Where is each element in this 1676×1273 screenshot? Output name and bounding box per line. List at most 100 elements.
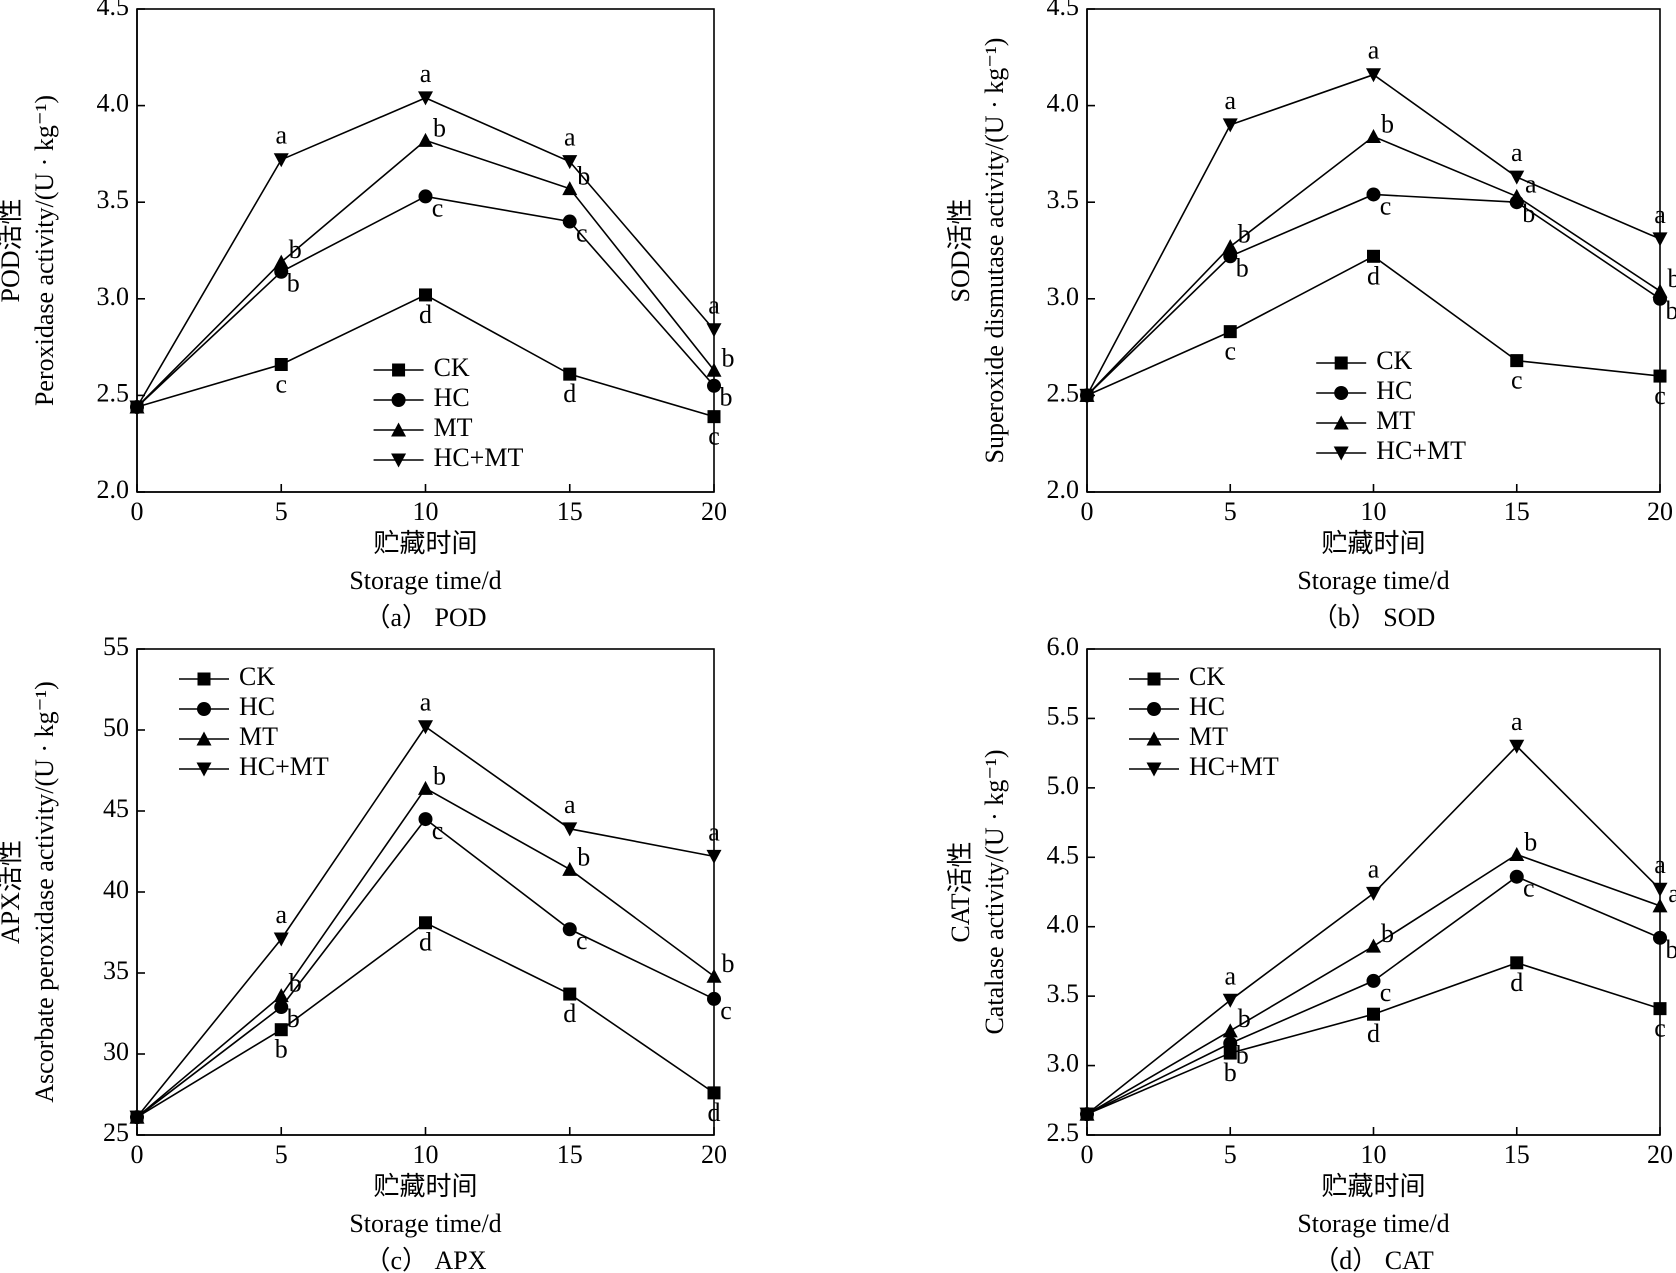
significance-letter: a bbox=[1368, 36, 1380, 65]
data-point bbox=[1366, 68, 1381, 83]
caption: （d） CAT bbox=[1313, 1246, 1434, 1273]
y-axis-label: APX活性 bbox=[0, 840, 25, 944]
data-point bbox=[1653, 930, 1667, 945]
data-point bbox=[1509, 188, 1525, 203]
data-point bbox=[1079, 388, 1095, 403]
data-point bbox=[562, 922, 577, 937]
significance-letter: c bbox=[1380, 978, 1392, 1007]
x-axis-label-en: Storage time/d bbox=[1297, 1209, 1449, 1238]
legend-label: CK bbox=[434, 353, 470, 382]
significance-letter: a bbox=[1654, 200, 1666, 229]
data-point bbox=[419, 288, 432, 302]
significance-letter: a bbox=[420, 59, 432, 88]
x-axis-label: 贮藏时间 bbox=[373, 1172, 477, 1201]
significance-letter: c bbox=[432, 816, 444, 845]
y-tick-label: 40 bbox=[103, 875, 129, 904]
x-tick-label: 15 bbox=[557, 1140, 583, 1169]
significance-letter: b bbox=[722, 949, 735, 978]
y-tick-label: 2.5 bbox=[97, 378, 130, 407]
significance-letter: b bbox=[1381, 919, 1394, 948]
data-point bbox=[562, 155, 578, 170]
significance-letter: b bbox=[577, 162, 590, 191]
data-point bbox=[1509, 847, 1525, 862]
data-point bbox=[706, 323, 722, 338]
data-point bbox=[418, 91, 433, 106]
y-axis-label-en: Peroxidase activity/(U · kg⁻¹) bbox=[30, 95, 59, 406]
y-axis-label-en: Catalase activity/(U · kg⁻¹) bbox=[980, 749, 1009, 1034]
significance-letter: b bbox=[433, 761, 446, 790]
significance-letter: b bbox=[1238, 1004, 1251, 1033]
significance-letter: b bbox=[720, 383, 733, 412]
significance-letter: b bbox=[1236, 253, 1249, 282]
y-tick-label: 2.5 bbox=[1047, 378, 1080, 407]
caption: （a） POD bbox=[364, 603, 486, 632]
significance-letter: a bbox=[275, 121, 287, 150]
y-axis-label: CAT活性 bbox=[946, 841, 975, 942]
legend-marker bbox=[391, 422, 407, 437]
x-tick-label: 5 bbox=[275, 1140, 288, 1169]
caption: （b） SOD bbox=[1312, 603, 1436, 632]
significance-letter: a bbox=[1368, 854, 1380, 883]
x-tick-label: 5 bbox=[1224, 497, 1237, 526]
series-line bbox=[136, 817, 715, 1118]
significance-letter: b bbox=[1224, 1058, 1237, 1087]
x-tick-label: 15 bbox=[557, 497, 583, 526]
data-point bbox=[1366, 973, 1381, 988]
x-tick-label: 5 bbox=[275, 497, 288, 526]
data-point bbox=[707, 991, 721, 1006]
legend-label: CK bbox=[1376, 346, 1412, 375]
significance-letter: c bbox=[720, 996, 732, 1025]
data-point bbox=[1222, 118, 1238, 133]
significance-letter: a bbox=[708, 817, 720, 846]
significance-letter: b bbox=[433, 113, 446, 142]
x-tick-label: 10 bbox=[1361, 1140, 1387, 1169]
caption: （c） APX bbox=[364, 1246, 486, 1273]
data-point bbox=[1222, 239, 1238, 254]
data-point bbox=[1079, 1107, 1095, 1122]
x-tick-label: 20 bbox=[701, 497, 727, 526]
significance-letter: a bbox=[1511, 707, 1523, 736]
data-point bbox=[1366, 938, 1381, 953]
x-tick-label: 5 bbox=[1224, 1140, 1237, 1169]
series-line bbox=[1086, 745, 1661, 1115]
significance-letter: a bbox=[708, 291, 720, 320]
data-point bbox=[706, 362, 722, 377]
y-tick-label: 2.0 bbox=[1047, 475, 1080, 504]
legend-marker bbox=[392, 363, 406, 377]
significance-letter: b bbox=[1236, 1040, 1249, 1069]
x-axis-label-en: Storage time/d bbox=[349, 1209, 501, 1238]
x-tick-label: 10 bbox=[1361, 497, 1387, 526]
significance-letter: c bbox=[275, 369, 287, 398]
legend-label: HC+MT bbox=[1189, 752, 1279, 781]
legend-label: MT bbox=[1376, 406, 1415, 435]
legend-marker bbox=[196, 731, 212, 746]
data-point bbox=[418, 780, 433, 795]
data-point bbox=[1652, 882, 1668, 897]
data-point bbox=[418, 189, 433, 204]
data-point bbox=[1367, 249, 1380, 263]
x-axis-label: 贮藏时间 bbox=[1321, 1172, 1425, 1201]
data-point bbox=[707, 410, 721, 424]
y-tick-label: 6.0 bbox=[1047, 632, 1080, 661]
significance-letter: c bbox=[1511, 366, 1523, 395]
x-axis-label-en: Storage time/d bbox=[1297, 566, 1449, 595]
series-line bbox=[1086, 875, 1661, 1115]
x-tick-label: 20 bbox=[701, 1140, 727, 1169]
y-tick-label: 3.0 bbox=[1047, 282, 1080, 311]
legend-marker bbox=[391, 453, 407, 468]
data-point bbox=[1652, 232, 1668, 247]
y-tick-label: 3.5 bbox=[1047, 185, 1080, 214]
significance-letter: a bbox=[1654, 850, 1666, 879]
significance-letter: b bbox=[1666, 935, 1676, 964]
significance-letter: b bbox=[1666, 296, 1676, 325]
x-tick-label: 15 bbox=[1504, 1140, 1530, 1169]
significance-letter: a bbox=[1224, 961, 1236, 990]
series-line bbox=[136, 139, 715, 408]
significance-letter: a bbox=[1224, 86, 1236, 115]
x-tick-label: 15 bbox=[1504, 497, 1530, 526]
significance-letter: b bbox=[577, 842, 590, 871]
significance-letter: d bbox=[563, 379, 576, 408]
legend-label: MT bbox=[1189, 722, 1228, 751]
data-point bbox=[1509, 869, 1524, 884]
significance-letter: b bbox=[289, 969, 302, 998]
